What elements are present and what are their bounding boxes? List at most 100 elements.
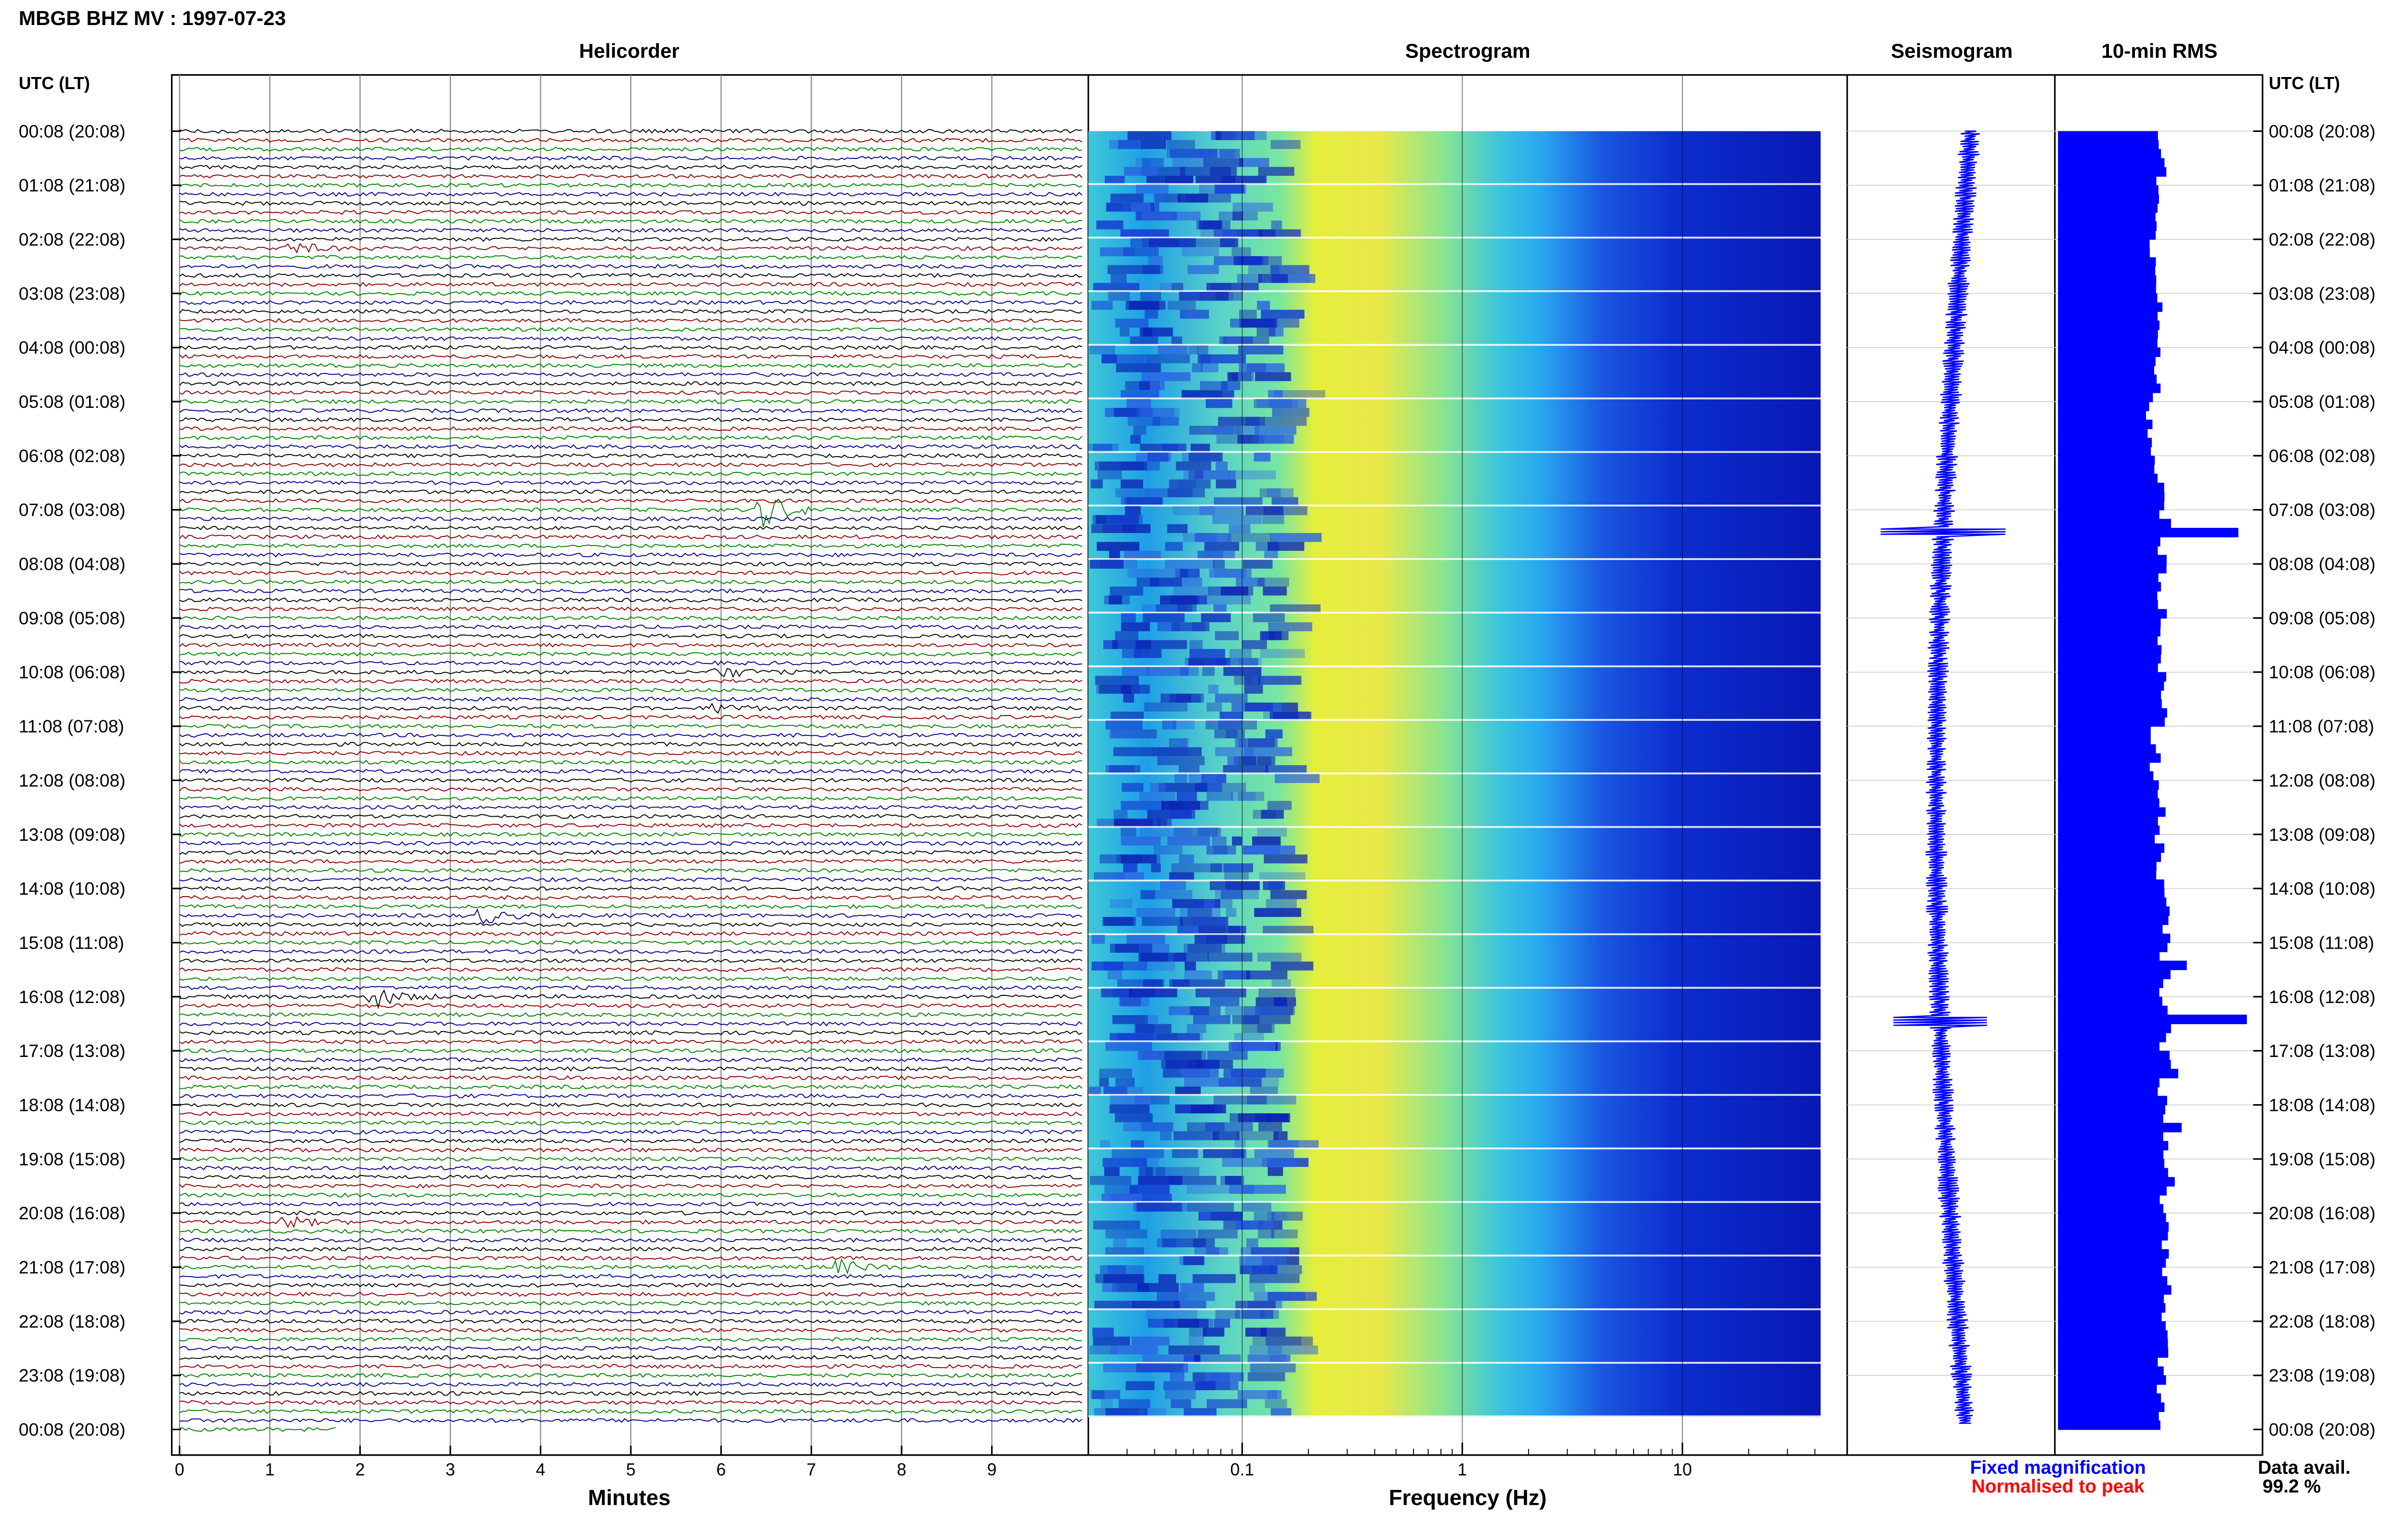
spectrogram-speckle <box>1202 667 1215 676</box>
spectrogram-gap <box>1088 1148 1821 1149</box>
rms-bar <box>2058 618 2161 627</box>
spectrogram-speckle <box>1102 1158 1147 1167</box>
time-label-right: 06:08 (02:08) <box>2269 445 2376 466</box>
spectrogram-speckle <box>1099 1078 1109 1087</box>
spectrogram-speckle <box>1103 1086 1143 1096</box>
spectrogram-speckle <box>1187 1024 1206 1033</box>
rms-bar <box>2058 185 2159 195</box>
spectrogram-speckle <box>1191 1104 1215 1114</box>
spectrogram-speckle <box>1255 1006 1294 1016</box>
spectrogram-speckle <box>1183 943 1225 953</box>
spectrogram-speckle <box>1117 872 1144 881</box>
rms-bar <box>2058 483 2164 493</box>
spectrogram-speckle <box>1214 1096 1267 1105</box>
spectrogram-speckle <box>1189 452 1223 462</box>
spectrogram-speckle <box>1157 1291 1178 1301</box>
spectrogram-speckle <box>1265 765 1307 774</box>
rms-bar <box>2058 1348 2169 1358</box>
spectrogram-speckle <box>1213 604 1227 613</box>
spectrogram-speckle <box>1215 747 1254 756</box>
helicorder-trace <box>179 1093 1082 1098</box>
spectrogram-speckle <box>1127 497 1162 507</box>
rms-bar <box>2058 915 2169 925</box>
rms-bar <box>2058 1168 2168 1178</box>
spectrogram-speckle <box>1173 587 1211 596</box>
time-label-left: 10:08 (06:08) <box>19 662 126 682</box>
spectrogram-speckle <box>1125 506 1141 515</box>
spectrogram-speckle <box>1260 649 1305 658</box>
rms-bar <box>2058 744 2156 754</box>
spectrogram-speckle <box>1257 756 1275 766</box>
spectrogram-speckle <box>1204 550 1235 560</box>
time-label-right: 20:08 (16:08) <box>2269 1203 2376 1223</box>
helicorder-trace <box>179 243 1083 254</box>
spectrogram-speckle <box>1184 970 1212 979</box>
spectrogram-speckle <box>1105 408 1138 417</box>
rms-bar <box>2058 248 2150 258</box>
spectrogram-speckle <box>1094 1301 1135 1310</box>
rms-bar <box>2058 383 2161 393</box>
helicorder-trace <box>179 624 1082 630</box>
spectrogram-speckle <box>1239 158 1269 167</box>
helicorder-trace <box>179 688 1083 693</box>
spectrogram-speckle <box>1268 1140 1319 1149</box>
spectrogram-speckle <box>1230 1078 1279 1087</box>
spectrogram-speckle <box>1109 729 1146 739</box>
spectrogram-speckle <box>1088 443 1119 453</box>
helicorder-trace <box>179 417 1083 422</box>
helicorder-trace <box>179 597 1083 603</box>
rms-bar <box>2058 1231 2168 1241</box>
helicorder-trace <box>179 967 1083 972</box>
spectrogram-speckle <box>1169 1176 1217 1185</box>
rms-bar <box>2058 374 2157 384</box>
helicorder-trace <box>179 426 1082 431</box>
spectrogram-speckle <box>1148 1318 1174 1328</box>
spectrogram-speckle <box>1261 1158 1297 1167</box>
rms-bar <box>2058 1420 2160 1430</box>
spectrogram-speckle <box>1159 283 1179 292</box>
spectrogram-speckle <box>1188 345 1198 355</box>
spectrogram-speckle <box>1177 604 1197 613</box>
spectrogram-speckle <box>1165 560 1215 569</box>
rms-bar <box>2058 591 2158 600</box>
spectrogram-speckle <box>1216 479 1236 489</box>
spectrogram-speckle <box>1258 229 1301 238</box>
spectrogram-speckle <box>1132 1301 1180 1310</box>
spectrogram-speckle <box>1245 1328 1267 1337</box>
rms-bar <box>2058 1132 2163 1142</box>
spectrogram-speckle <box>1228 470 1276 480</box>
time-label-left: 00:08 (20:08) <box>19 121 126 141</box>
rms-bar <box>2058 275 2157 285</box>
spectrogram-speckle <box>1270 265 1309 274</box>
spectrogram-speckle <box>1207 1051 1248 1060</box>
spectrogram-speckle <box>1245 417 1260 426</box>
spectrogram-speckle <box>1105 1042 1152 1051</box>
rms-bar <box>2058 1086 2158 1096</box>
helicorder-trace <box>179 200 1083 206</box>
spectrogram-speckle <box>1199 595 1251 605</box>
spectrogram-speckle <box>1173 827 1221 837</box>
rms-bar <box>2058 1159 2165 1169</box>
time-label-left: 22:08 (18:08) <box>19 1311 126 1331</box>
spectrogram-speckle <box>1215 693 1248 703</box>
spectrogram-speckle <box>1171 1399 1191 1409</box>
helicorder-trace <box>179 751 1083 756</box>
spectrogram-speckle <box>1149 238 1196 248</box>
spectrogram-speckle <box>1170 595 1197 605</box>
spectrogram-speckle <box>1104 1167 1120 1176</box>
spectrogram-speckle <box>1250 1363 1296 1372</box>
rms-bar <box>2058 509 2159 520</box>
helicorder-trace <box>179 724 1082 729</box>
spectrogram-speckle <box>1199 926 1240 935</box>
spectrogram-gap <box>1088 879 1821 882</box>
spectrogram-speckle <box>1227 372 1238 381</box>
rms-bar <box>2058 1042 2159 1052</box>
spectrogram-speckle <box>1178 765 1200 774</box>
spectrogram-speckle <box>1099 1069 1132 1078</box>
spectrogram-speckle <box>1169 872 1194 881</box>
helicorder-trace <box>179 1301 1083 1306</box>
frequency-tick-label: 0.1 <box>1230 1460 1254 1479</box>
spectrogram-speckle <box>1259 488 1281 497</box>
helicorder-trace <box>179 1318 1083 1324</box>
spectrogram-speckle <box>1144 310 1158 319</box>
